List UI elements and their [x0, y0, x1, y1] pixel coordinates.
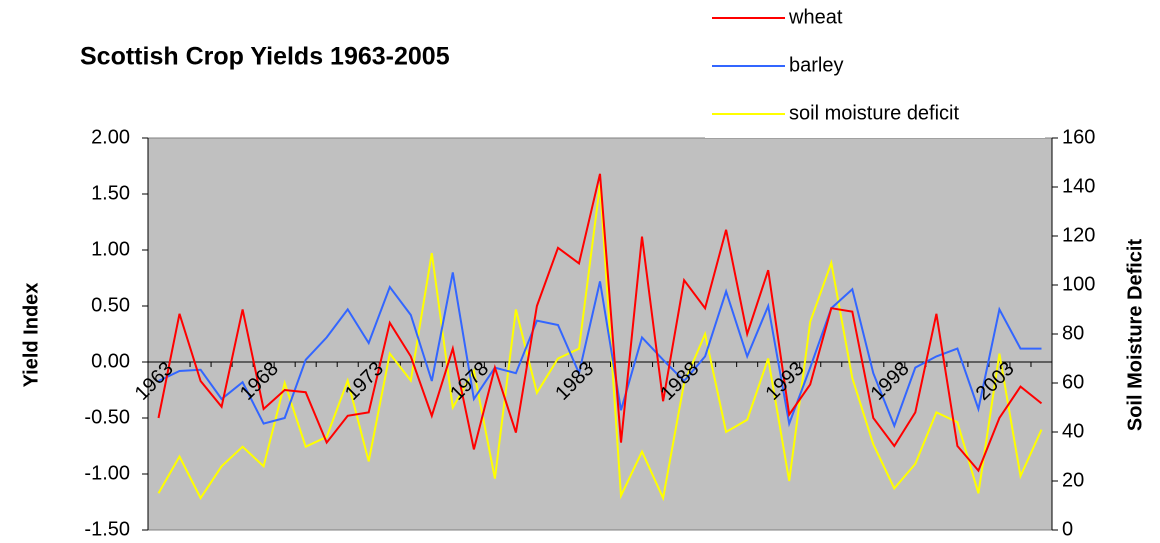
series-line [157, 173, 1043, 473]
series-line [158, 272, 1042, 429]
y-tick-label: 2.00 [91, 126, 130, 148]
y2-tick-label: 140 [1062, 175, 1095, 197]
y2-tick-label: 20 [1062, 469, 1084, 491]
y2-tick-label: 80 [1062, 322, 1084, 344]
y-tick-label: -1.00 [84, 462, 130, 484]
y-tick-label: 0.50 [91, 294, 130, 316]
y-tick-label: -1.50 [84, 518, 130, 540]
y2-tick-label: 40 [1062, 420, 1084, 442]
y2-tick-label: 120 [1062, 224, 1095, 246]
legend-label: barley [789, 54, 843, 76]
plot-area [147, 137, 1053, 531]
y-axis-label: Yield Index [20, 283, 42, 388]
y2-tick-label: 100 [1062, 273, 1095, 295]
y-tick-label: 1.00 [91, 238, 130, 260]
y-tick-label: 1.50 [91, 182, 130, 204]
y2-tick-label: 160 [1062, 126, 1095, 148]
legend-label: wheat [788, 6, 843, 28]
legend-label: soil moisture deficit [789, 102, 960, 124]
y2-tick-label: 60 [1062, 371, 1084, 393]
y-tick-label: -0.50 [84, 406, 130, 428]
chart-title: Scottish Crop Yields 1963-2005 [80, 43, 450, 71]
y-tick-label: 0.00 [91, 350, 130, 372]
y2-tick-label: 0 [1062, 518, 1073, 540]
y2-axis-label: Soil Moisture Deficit [1124, 239, 1146, 432]
